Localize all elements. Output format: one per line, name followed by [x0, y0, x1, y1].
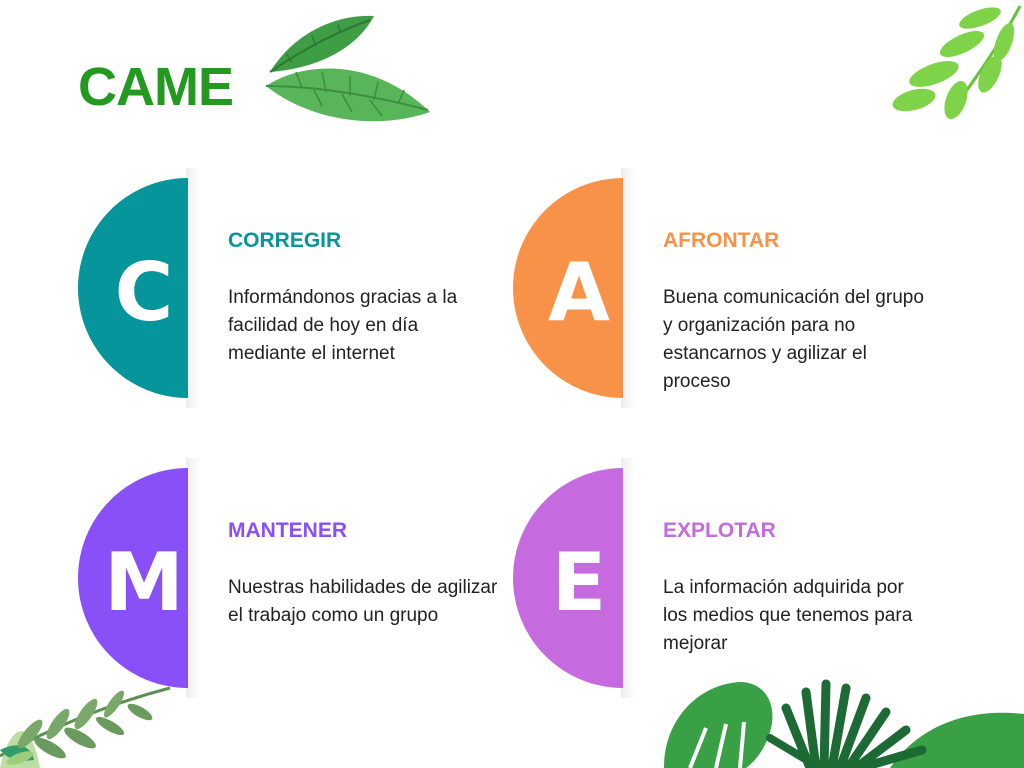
badge-letter: E [551, 536, 607, 629]
palm-leaf-icon [766, 679, 927, 768]
card-body-corregir: Informándonos gracias a la facilidad de … [228, 287, 458, 364]
came-card-m: M MANTENER Nuestras habilidades de agili… [74, 458, 514, 698]
leaf-icon [265, 15, 430, 122]
card-heading-corregir: CORREGIR [228, 229, 342, 252]
monstera-leaf-icon [664, 679, 1024, 768]
card-body-explotar: La información adquirida por los medios … [663, 577, 913, 654]
badge-letter: C [114, 246, 174, 339]
badge-shadow [621, 168, 635, 408]
letter-badge-m: M [78, 468, 188, 688]
card-heading-afrontar: AFRONTAR [663, 229, 780, 252]
card-heading-explotar: EXPLOTAR [663, 519, 776, 542]
badge-shadow [186, 168, 200, 408]
letter-badge-c: C [78, 178, 188, 398]
letter-badge-a: A [513, 178, 623, 398]
fern-icon [0, 686, 171, 768]
slide-title: CAME [78, 57, 234, 117]
badge-letter: M [104, 536, 184, 629]
came-card-a: A AFRONTAR Buena comunicación del grupo … [509, 168, 949, 408]
badge-shadow [186, 458, 200, 698]
card-heading-mantener: MANTENER [228, 519, 347, 542]
card-body-afrontar: Buena comunicación del grupo y organizac… [663, 287, 924, 392]
badge-shadow [621, 458, 635, 698]
badge-letter: A [548, 246, 610, 339]
came-card-e: E EXPLOTAR La información adquirida por … [509, 458, 949, 698]
branch-icon [892, 5, 1022, 120]
letter-badge-e: E [513, 468, 623, 688]
card-body-mantener: Nuestras habilidades de agilizar el trab… [228, 577, 498, 626]
came-card-c: C CORREGIR Informándonos gracias a la fa… [74, 168, 514, 408]
